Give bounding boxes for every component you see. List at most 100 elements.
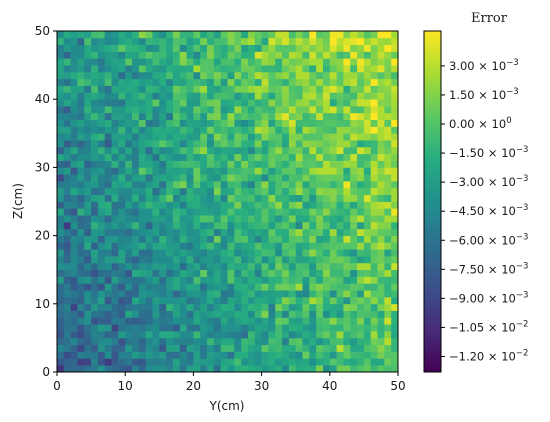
heatmap-cell [193, 317, 201, 325]
heatmap-cell [234, 296, 242, 305]
heatmap-cell [227, 296, 235, 305]
heatmap-cell [309, 201, 317, 209]
heatmap-cell [70, 215, 78, 223]
heatmap-cell [179, 317, 187, 325]
heatmap-cell [172, 106, 181, 114]
heatmap-cell [145, 249, 153, 257]
heatmap-cell [329, 181, 337, 189]
heatmap-cell [200, 201, 208, 209]
heatmap-cell [63, 201, 71, 209]
heatmap-cell [329, 37, 337, 45]
heatmap-cell [200, 317, 208, 325]
heatmap-cell [145, 51, 153, 59]
heatmap-cell [363, 194, 372, 202]
heatmap-cell [302, 119, 310, 127]
heatmap-cell [275, 358, 283, 366]
heatmap-cell [91, 337, 99, 346]
heatmap-cell [84, 31, 92, 39]
heatmap-cell [391, 78, 399, 86]
heatmap-cell [322, 78, 331, 86]
heatmap-cell [179, 365, 187, 373]
heatmap-cell [138, 133, 147, 141]
heatmap-cell [145, 140, 153, 148]
heatmap-cell [302, 221, 310, 230]
heatmap-cell [329, 351, 337, 359]
heatmap-cell [241, 31, 249, 39]
heatmap-cell [350, 215, 358, 223]
heatmap-cell [97, 269, 106, 277]
heatmap-cell [57, 112, 65, 121]
heatmap-cell [118, 65, 126, 73]
heatmap-cell [227, 262, 235, 271]
heatmap-cell [138, 221, 147, 230]
heatmap-cell [275, 290, 283, 298]
heatmap-cell [77, 133, 85, 141]
heatmap-cell [336, 92, 344, 100]
heatmap-cell [125, 187, 133, 196]
heatmap-cell [343, 283, 351, 291]
heatmap-cell [357, 51, 365, 59]
heatmap-cell [377, 303, 385, 311]
heatmap-cell [309, 283, 317, 291]
heatmap-cell [97, 249, 106, 257]
heatmap-cell [377, 310, 385, 318]
heatmap-cell [329, 153, 337, 161]
heatmap-cell [77, 290, 85, 298]
heatmap-cell [391, 262, 399, 271]
heatmap-cell [159, 65, 167, 73]
heatmap-cell [213, 167, 222, 175]
heatmap-cell [370, 71, 378, 80]
heatmap-cell [247, 337, 256, 346]
heatmap-cell [57, 208, 65, 216]
heatmap-cell [363, 71, 372, 80]
heatmap-cell [377, 133, 385, 141]
heatmap-cell [97, 331, 106, 339]
heatmap-cell [179, 337, 187, 346]
heatmap-cell [227, 167, 235, 175]
heatmap-cell [384, 276, 392, 284]
heatmap-cell [207, 146, 215, 155]
heatmap-cell [302, 201, 310, 209]
heatmap-cell [363, 146, 372, 155]
heatmap-cell [377, 78, 385, 86]
heatmap-cell [63, 160, 71, 168]
heatmap-cell [336, 201, 344, 209]
heatmap-cell [152, 324, 160, 332]
heatmap-cell [234, 126, 242, 134]
heatmap-cell [329, 235, 337, 243]
heatmap-cell [200, 208, 208, 216]
heatmap-cell [391, 133, 399, 141]
heatmap-cell [179, 276, 187, 284]
heatmap-cell [384, 92, 392, 100]
heatmap-cell [193, 256, 201, 264]
heatmap-cell [247, 256, 256, 264]
heatmap-cell [179, 71, 187, 80]
heatmap-cell [132, 337, 140, 346]
heatmap-cell [302, 112, 310, 121]
heatmap-cell [111, 249, 119, 257]
heatmap-cell [152, 106, 160, 114]
heatmap-cell [370, 256, 378, 264]
heatmap-cell [282, 167, 290, 175]
heatmap-cell [302, 303, 310, 311]
heatmap-cell [91, 112, 99, 121]
heatmap-cell [57, 269, 65, 277]
heatmap-cell [241, 262, 249, 271]
heatmap-cell [322, 194, 331, 202]
heatmap-cell [343, 290, 351, 298]
heatmap-cell [254, 221, 262, 230]
heatmap-cell [77, 99, 85, 107]
heatmap-cell [357, 256, 365, 264]
heatmap-cell [220, 215, 228, 223]
heatmap-cell [261, 290, 269, 298]
heatmap-cell [247, 92, 256, 100]
heatmap-cell [268, 140, 276, 148]
heatmap-cell [227, 92, 235, 100]
heatmap-cell [111, 331, 119, 339]
heatmap-cell [336, 58, 344, 66]
heatmap-cell [63, 146, 71, 155]
heatmap-cell [77, 221, 85, 230]
heatmap-cell [91, 85, 99, 93]
heatmap-cell [316, 256, 324, 264]
heatmap-cell [336, 344, 344, 352]
